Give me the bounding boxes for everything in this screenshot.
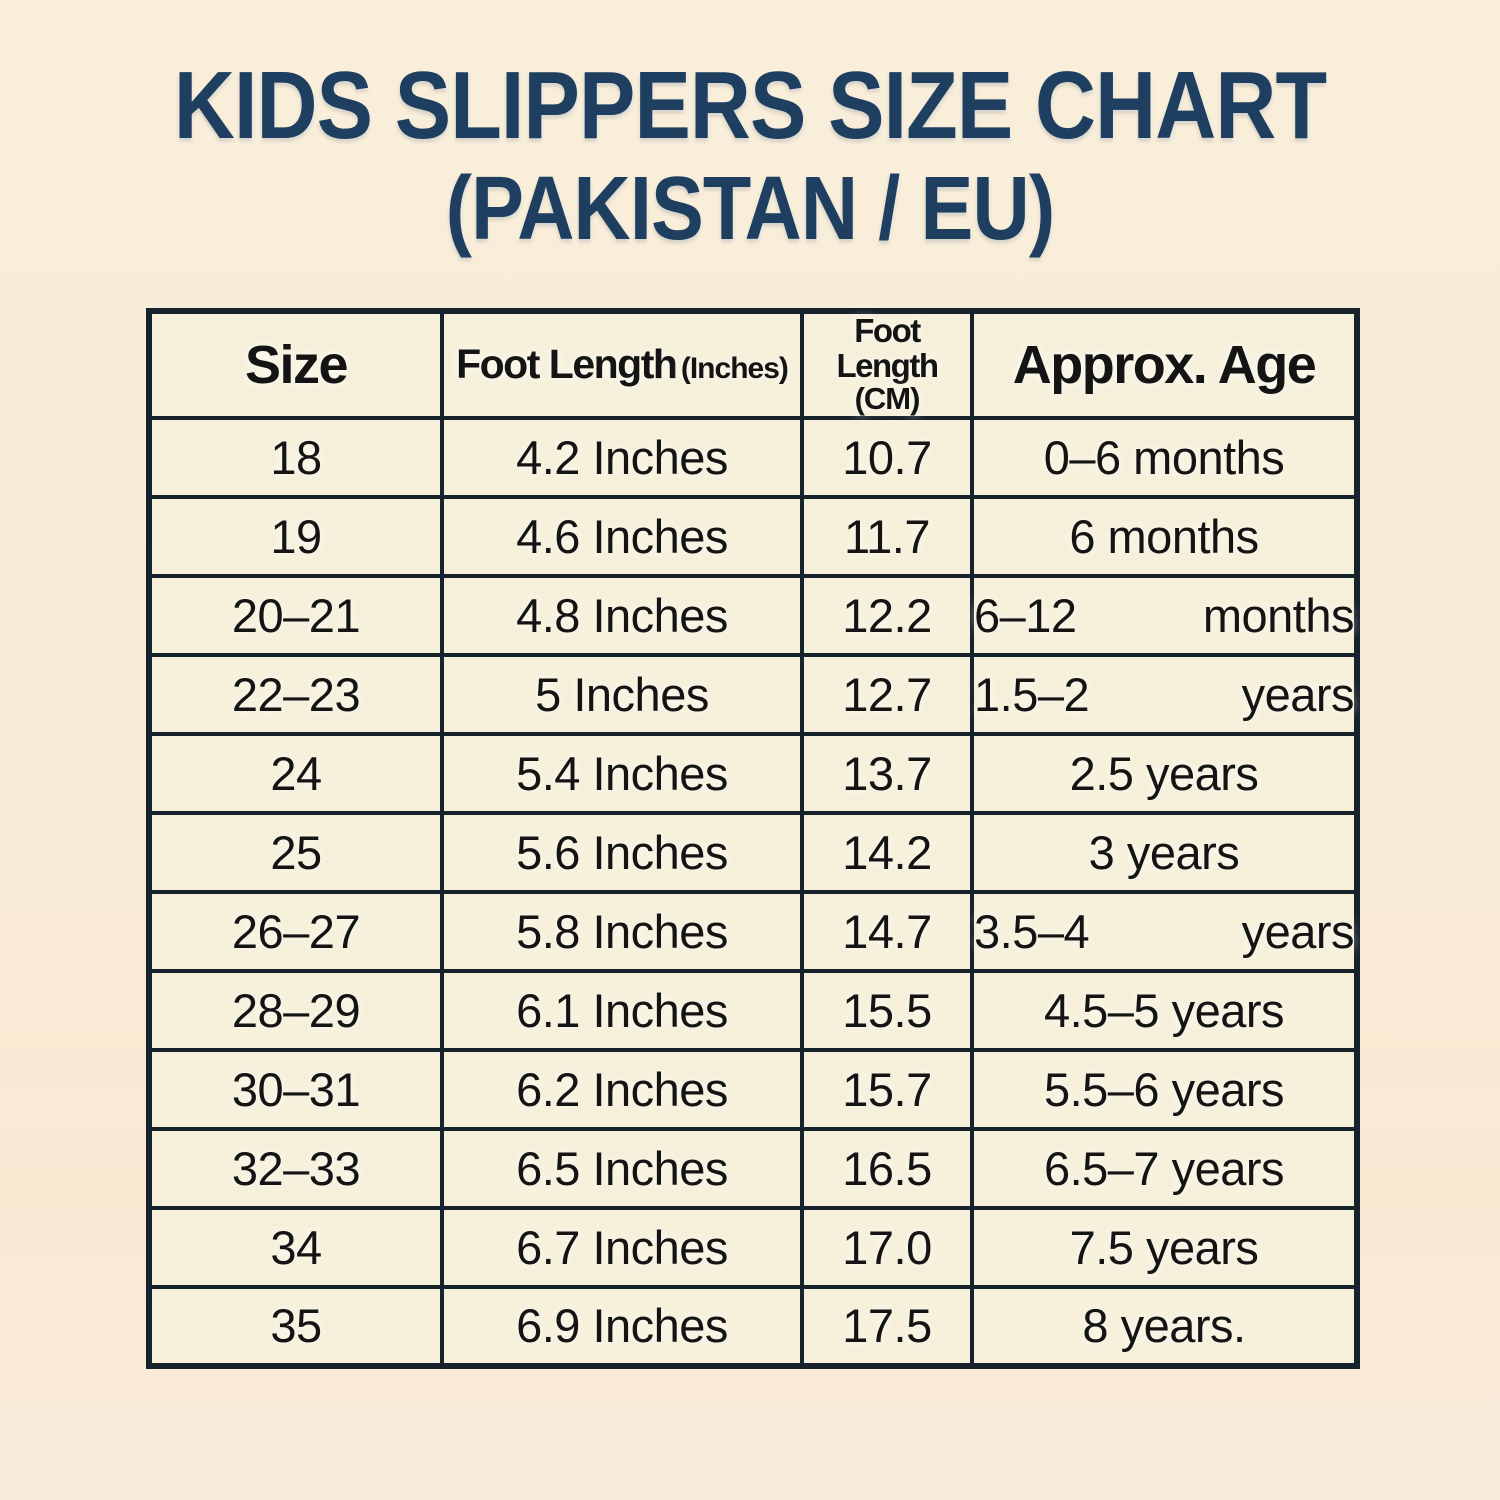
size-cell: 25 bbox=[147, 810, 444, 894]
age-cell: 0–6 months bbox=[970, 415, 1359, 499]
size-cell: 30–31 bbox=[147, 1047, 444, 1131]
table-row: 26–27 5.8 Inches 14.7 3.5–4 years bbox=[147, 889, 1359, 973]
inches-cell: 6.9 Inches bbox=[440, 1284, 804, 1368]
age-cell: 4.5–5 years bbox=[970, 968, 1359, 1052]
size-cell: 20–21 bbox=[147, 573, 444, 657]
inches-cell: 5.8 Inches bbox=[440, 889, 804, 973]
inches-cell: 4.8 Inches bbox=[440, 573, 804, 657]
inches-cell: 6.5 Inches bbox=[440, 1126, 804, 1210]
inches-cell: 6.1 Inches bbox=[440, 968, 804, 1052]
size-cell: 28–29 bbox=[147, 968, 444, 1052]
age-cell: 6–12 months bbox=[970, 573, 1359, 657]
age-cell: 2.5 years bbox=[970, 731, 1359, 815]
table-row: 35 6.9 Inches 17.5 8 years. bbox=[147, 1284, 1359, 1368]
age-cell: 6 months bbox=[970, 494, 1359, 578]
cm-cell: 11.7 bbox=[800, 494, 974, 578]
table-header: Size Foot Length (Inches) Foot Length (C… bbox=[147, 309, 1359, 420]
age-cell: 5.5–6 years bbox=[970, 1047, 1359, 1131]
page-title: KIDS SLIPPERS SIZE CHART bbox=[173, 52, 1327, 159]
table-row: 30–31 6.2 Inches 15.7 5.5–6 years bbox=[147, 1047, 1359, 1131]
size-cell: 22–23 bbox=[147, 652, 444, 736]
table-row: 24 5.4 Inches 13.7 2.5 years bbox=[147, 731, 1359, 815]
cm-cell: 17.0 bbox=[800, 1205, 974, 1289]
size-cell: 35 bbox=[147, 1284, 444, 1368]
header-foot-length-cm-unit: (CM) bbox=[854, 381, 921, 417]
table-row: 22–23 5 Inches 12.7 1.5–2 years bbox=[147, 652, 1359, 736]
cm-cell: 16.5 bbox=[800, 1126, 974, 1210]
table-row: 25 5.6 Inches 14.2 3 years bbox=[147, 810, 1359, 894]
size-chart-table: Size Foot Length (Inches) Foot Length (C… bbox=[146, 308, 1360, 1369]
size-cell: 18 bbox=[147, 415, 444, 499]
size-cell: 26–27 bbox=[147, 889, 444, 973]
cm-cell: 15.7 bbox=[800, 1047, 974, 1131]
inches-cell: 5.6 Inches bbox=[440, 810, 804, 894]
inches-cell: 6.2 Inches bbox=[440, 1047, 804, 1131]
size-cell: 32–33 bbox=[147, 1126, 444, 1210]
age-cell: 6.5–7 years bbox=[970, 1126, 1359, 1210]
size-cell: 34 bbox=[147, 1205, 444, 1289]
table-row: 20–21 4.8 Inches 12.2 6–12 months bbox=[147, 573, 1359, 657]
size-chart-table-wrap: Size Foot Length (Inches) Foot Length (C… bbox=[146, 308, 1360, 1369]
size-cell: 19 bbox=[147, 494, 444, 578]
age-cell: 7.5 years bbox=[970, 1205, 1359, 1289]
header-foot-length-cm-label: Foot Length bbox=[836, 312, 939, 384]
age-cell: 1.5–2 years bbox=[970, 652, 1359, 736]
table-row: 19 4.6 Inches 11.7 6 months bbox=[147, 494, 1359, 578]
header-foot-length-inches-label: Foot Length bbox=[456, 341, 678, 388]
table-row: 34 6.7 Inches 17.0 7.5 years bbox=[147, 1205, 1359, 1289]
cm-cell: 14.7 bbox=[800, 889, 974, 973]
cm-cell: 14.2 bbox=[800, 810, 974, 894]
page-subtitle: (PAKISTAN / EU) bbox=[445, 159, 1056, 259]
age-cell: 8 years. bbox=[970, 1284, 1359, 1368]
inches-cell: 4.2 Inches bbox=[440, 415, 804, 499]
cm-cell: 12.7 bbox=[800, 652, 974, 736]
cm-cell: 17.5 bbox=[800, 1284, 974, 1368]
table-row: 18 4.2 Inches 10.7 0–6 months bbox=[147, 415, 1359, 499]
age-cell: 3.5–4 years bbox=[970, 889, 1359, 973]
inches-cell: 6.7 Inches bbox=[440, 1205, 804, 1289]
header-approx-age-label: Approx. Age bbox=[1012, 334, 1317, 395]
table-body: 18 4.2 Inches 10.7 0–6 months 19 4.6 Inc… bbox=[147, 415, 1359, 1368]
cm-cell: 12.2 bbox=[800, 573, 974, 657]
header-foot-length-cm: Foot Length (CM) bbox=[800, 309, 974, 420]
header-foot-length-inches-unit: (Inches) bbox=[680, 352, 789, 386]
header-size-label: Size bbox=[244, 334, 349, 395]
table-row: 28–29 6.1 Inches 15.5 4.5–5 years bbox=[147, 968, 1359, 1052]
title-block: KIDS SLIPPERS SIZE CHART (PAKISTAN / EU) bbox=[0, 0, 1500, 259]
header-approx-age: Approx. Age bbox=[970, 309, 1359, 420]
header-foot-length-inches: Foot Length (Inches) bbox=[440, 309, 804, 420]
cm-cell: 10.7 bbox=[800, 415, 974, 499]
cm-cell: 15.5 bbox=[800, 968, 974, 1052]
header-size: Size bbox=[147, 309, 444, 420]
inches-cell: 5 Inches bbox=[440, 652, 804, 736]
header-row: Size Foot Length (Inches) Foot Length (C… bbox=[147, 309, 1359, 420]
table-row: 32–33 6.5 Inches 16.5 6.5–7 years bbox=[147, 1126, 1359, 1210]
inches-cell: 4.6 Inches bbox=[440, 494, 804, 578]
size-cell: 24 bbox=[147, 731, 444, 815]
inches-cell: 5.4 Inches bbox=[440, 731, 804, 815]
cm-cell: 13.7 bbox=[800, 731, 974, 815]
age-cell: 3 years bbox=[970, 810, 1359, 894]
